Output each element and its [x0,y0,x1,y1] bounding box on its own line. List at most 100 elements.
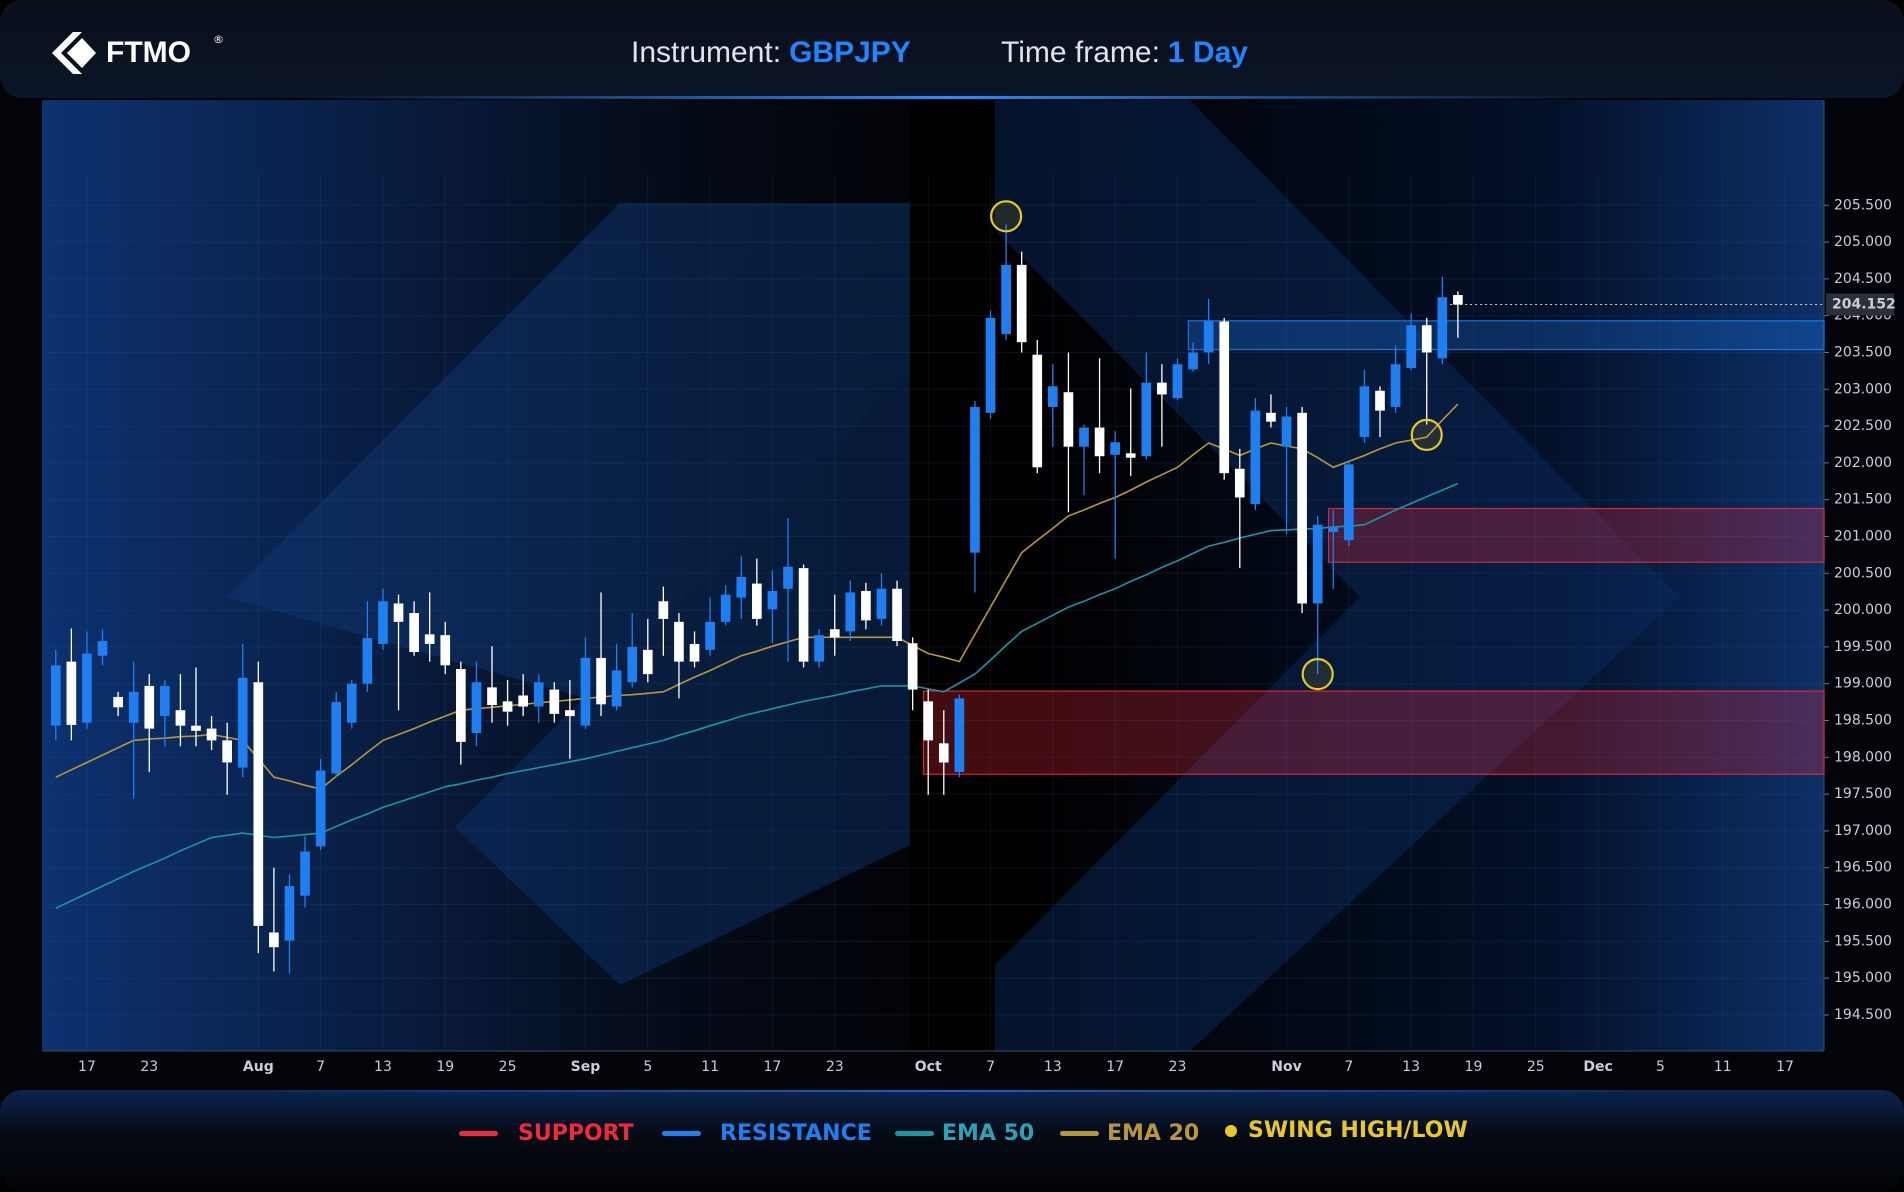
candle-body [1437,297,1448,359]
candle-body [331,702,342,774]
candle-body [1094,427,1105,457]
timeframe-value: 1 Day [1168,36,1248,69]
y-tick-label: 196.000 [1834,897,1892,913]
y-tick-label: 194.500 [1834,1007,1892,1023]
candle-body [1110,442,1120,455]
candle-body [814,635,824,662]
header-bg [0,0,1904,98]
y-tick-label: 201.500 [1834,492,1892,508]
x-tick-label: Aug [243,1059,274,1075]
candle-body [1188,352,1198,370]
legend-label: SWING HIGH/LOW [1248,1118,1468,1143]
candle-body [1172,364,1183,399]
candle-body [736,576,747,598]
candle-body [565,710,575,717]
y-tick-label: 202.000 [1834,455,1892,471]
x-tick-label: 25 [1527,1059,1545,1075]
instrument: Instrument: GBPJPY [631,36,911,69]
candle-body [1001,264,1011,335]
candle-body [627,646,638,683]
candle-body [409,613,419,653]
x-tick-label: 5 [1656,1059,1665,1075]
legend-marker [1225,1125,1237,1137]
x-tick-label: Dec [1583,1059,1612,1075]
candle-body [362,638,373,684]
candle-body [1297,412,1307,604]
candle-body [66,661,77,725]
candle-body [253,682,264,926]
candle-body [1250,410,1261,505]
y-tick-label: 195.000 [1834,970,1892,986]
candle-body [440,635,451,666]
ema-line [55,482,1459,909]
candle-body [82,653,92,723]
candle-body [284,886,295,941]
x-tick-label: 25 [499,1059,517,1075]
y-tick-label: 199.000 [1834,676,1892,692]
swing-marker [1410,418,1443,452]
x-tick-label: 17 [1776,1059,1794,1075]
legend-label: SUPPORT [518,1121,634,1146]
candle-body [487,687,497,706]
x-tick-label: Sep [571,1059,601,1075]
candle-body [1344,464,1354,541]
candle-body [938,743,949,763]
candle-body [923,701,934,741]
y-tick-label: 203.000 [1834,381,1892,397]
logo: FTMO ® [52,32,224,74]
timeframe: Time frame: 1 Day [1001,36,1248,69]
candle-body [269,932,279,948]
y-tick-label: 200.000 [1834,602,1892,618]
candle-body [1421,325,1432,353]
x-tick-label: 23 [140,1059,158,1075]
candle-body [970,406,980,553]
timeframe-label: Time frame: [1001,36,1160,69]
y-tick-label: 195.500 [1834,933,1892,949]
candle-body [829,629,840,638]
candle-body [1079,427,1089,447]
candle-body [1359,386,1370,438]
candle-body [752,583,762,619]
y-tick-label: 198.500 [1834,713,1892,729]
candle-body [689,643,700,662]
swing-marker [990,200,1023,233]
x-tick-label: 11 [701,1059,719,1075]
candle-body [798,568,809,662]
candle-body [128,691,139,723]
x-tick-label: 7 [986,1059,995,1075]
legend-glow [200,1090,1700,1092]
candle-body [237,677,248,768]
logo-text: FTMO [106,36,191,69]
resistance-zone [1187,320,1825,351]
candle-body [1312,524,1323,604]
candle-body [658,601,669,619]
instrument-label: Instrument: [631,36,781,69]
x-tick-label: 7 [316,1059,325,1075]
y-tick-label: 201.000 [1834,528,1892,544]
y-tick-label: 199.500 [1834,639,1892,655]
y-tick-label: 205.000 [1834,234,1892,250]
x-tick-label: 13 [1402,1059,1420,1075]
candle-body [471,682,482,734]
y-tick-label: 203.500 [1834,344,1892,360]
legend-bg [0,1090,1904,1192]
swings [990,200,1443,691]
logo-shape [995,100,1680,1051]
y-tick-label: 197.000 [1834,823,1892,839]
x-tick-label: 5 [643,1059,652,1075]
candle-body [861,590,871,621]
candle-body [160,685,170,717]
candle-body [985,317,996,413]
logo-stripe [910,100,995,1051]
candle-body [456,668,466,742]
x-tick-label: 7 [1344,1059,1353,1075]
legend-marker [459,1131,498,1136]
candle-body [1141,382,1152,457]
y-tick-label: 196.500 [1834,860,1892,876]
candle-body [502,701,513,712]
zones [922,320,1825,775]
y-tick-label: 202.500 [1834,418,1892,434]
legend-marker [1060,1131,1099,1136]
candle-body [705,621,715,650]
candle-body [767,590,778,610]
